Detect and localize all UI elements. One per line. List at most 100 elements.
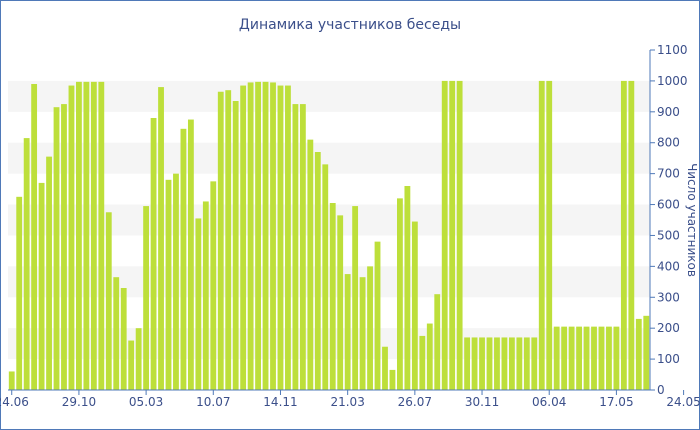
bar [307, 139, 314, 390]
bar [382, 346, 388, 390]
bar [165, 179, 172, 390]
bar [53, 107, 60, 390]
y-tick-label: 1100 [657, 43, 688, 57]
y-tick-label: 500 [657, 228, 680, 242]
bar [397, 198, 403, 390]
bar [120, 288, 127, 390]
grid-band [8, 328, 650, 360]
bar [419, 335, 426, 390]
bar [262, 81, 269, 390]
bar [23, 138, 30, 390]
bar [31, 84, 38, 390]
bar [516, 337, 523, 390]
bar [553, 326, 560, 390]
bar [16, 196, 23, 390]
bar [247, 82, 254, 391]
bar [329, 203, 336, 390]
y-axis-label: Число участников [685, 163, 699, 277]
bar [508, 337, 515, 390]
bar [598, 326, 605, 390]
bar [583, 326, 590, 390]
y-tick-label: 100 [657, 352, 680, 366]
bar [561, 326, 568, 390]
x-tick-label: 26.07 [398, 395, 432, 409]
chart-title: Динамика участников беседы [239, 17, 461, 33]
bar [426, 323, 433, 390]
bar [285, 85, 291, 390]
y-axis-ticks: 0 100 200 300 400 500 600 700 800 900 1000 1100 [650, 43, 688, 397]
bar [61, 104, 67, 390]
bar [494, 337, 500, 390]
x-tick-label: 24.06 [0, 395, 29, 409]
x-tick-label: 10.07 [196, 395, 230, 409]
bar [449, 80, 456, 390]
bar [606, 326, 612, 390]
bar [523, 337, 530, 390]
bar [83, 81, 90, 390]
bar [546, 80, 553, 390]
bar [464, 337, 471, 390]
bar [620, 80, 627, 390]
bar [232, 101, 239, 390]
bar [202, 201, 209, 390]
bar [352, 206, 359, 390]
bar [568, 326, 575, 390]
grid-band [8, 204, 650, 236]
bar [344, 274, 351, 390]
bar [158, 87, 164, 390]
bar [389, 369, 396, 390]
bar [76, 81, 82, 390]
bars [8, 80, 650, 391]
x-tick-label: 14.11 [263, 395, 297, 409]
grid-band [8, 80, 650, 112]
bar [173, 173, 179, 390]
bar [90, 81, 97, 390]
y-tick-label: 300 [657, 290, 680, 304]
bar [180, 128, 187, 390]
bar [434, 294, 441, 390]
bar [456, 80, 463, 390]
bar [374, 241, 381, 390]
bar [68, 85, 75, 390]
bar [150, 118, 157, 390]
bar [143, 206, 150, 390]
bar [314, 152, 321, 390]
bar [613, 326, 620, 390]
y-tick-label: 200 [657, 321, 680, 335]
x-tick-label: 24.05 [666, 395, 700, 409]
y-tick-label: 900 [657, 105, 680, 119]
bar [113, 277, 120, 390]
y-tick-label: 1000 [657, 74, 688, 88]
bar [635, 318, 642, 390]
bar [105, 212, 112, 390]
grid-band [8, 266, 650, 298]
bar [98, 81, 105, 390]
bar [404, 186, 411, 390]
bar [322, 164, 329, 390]
bar [292, 104, 299, 390]
y-tick-label: 700 [657, 167, 680, 181]
x-axis-ticks: 24.06 29.10 05.03 10.07 14.11 21.03 26.07 30.11… [0, 390, 700, 409]
grid-bands [8, 80, 650, 360]
grid-band [8, 142, 650, 174]
bar [591, 326, 597, 390]
bar [299, 104, 306, 390]
bar [367, 266, 373, 390]
x-tick-label: 29.10 [62, 395, 96, 409]
bar [538, 80, 545, 390]
bar [210, 181, 217, 390]
bar [38, 182, 45, 390]
bar [270, 82, 276, 391]
bar [217, 91, 224, 391]
bar [531, 337, 538, 390]
x-tick-label: 17.05 [599, 395, 633, 409]
bar [240, 85, 247, 390]
y-tick-label: 800 [657, 136, 680, 150]
bar [128, 340, 135, 390]
bar [46, 156, 52, 390]
bar [643, 315, 650, 390]
bar [195, 218, 202, 390]
bar [277, 85, 284, 390]
y-tick-label: 400 [657, 259, 680, 273]
bar [8, 371, 15, 390]
